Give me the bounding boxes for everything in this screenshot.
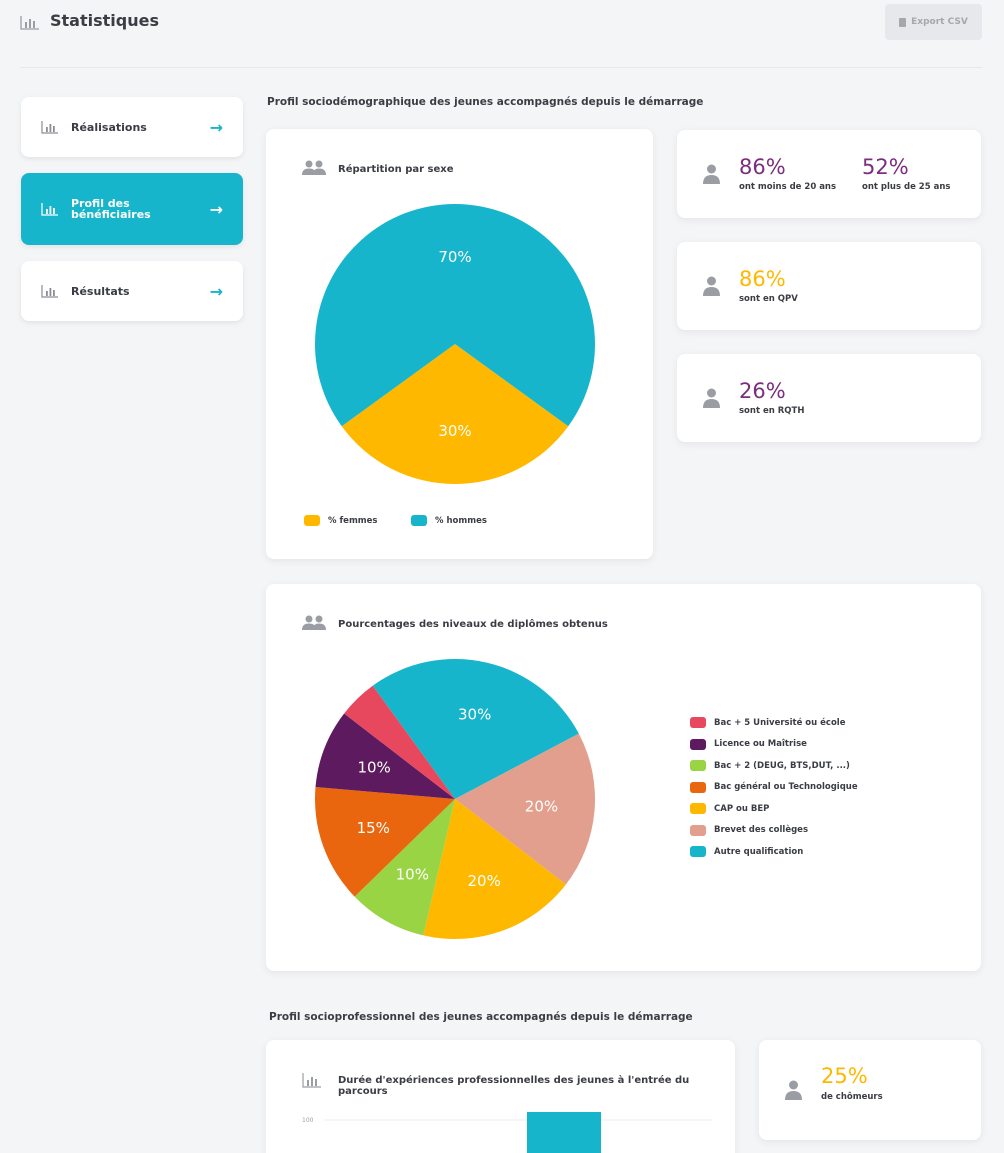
stat-label-rqth: sont en RQTH [739, 406, 805, 416]
pie-label-hommes: 70% [438, 248, 471, 266]
stat-label-under-20: ont moins de 20 ans [739, 182, 837, 192]
sidebar-item-profil-beneficiaires[interactable]: Profil des bénéficiaires → [21, 173, 243, 245]
bar-chart-icon [20, 16, 39, 30]
pie-slice-bac-general[interactable] [315, 787, 455, 897]
page-header: Statistiques Export CSV [20, 0, 982, 68]
legend-item: Brevet des collèges [690, 824, 809, 836]
pie-slice-cap-bep[interactable] [423, 799, 566, 939]
legend-swatch [690, 760, 706, 771]
legend-swatch [690, 738, 706, 750]
legend-swatch [304, 515, 320, 526]
pie-slice-bac-plus-2[interactable] [354, 799, 455, 936]
stat-value-over-25: 52% [862, 155, 909, 179]
legend-label: Bac + 2 (DEUG, BTS,DUT, ...) [714, 760, 850, 771]
experience-chart-card: Durée d'expériences professionnelles des… [266, 1040, 735, 1153]
pie-label-bac-general: 15% [357, 819, 390, 837]
stat-card-age: 86% ont moins de 20 ans 52% ont plus de … [677, 130, 981, 218]
stat-card-qpv: 86% sont en QPV [677, 242, 981, 330]
stat-value-rqth: 26% [739, 379, 786, 403]
arrow-right-icon: → [209, 281, 223, 301]
legend-swatch [690, 846, 706, 857]
person-icon [703, 388, 720, 408]
legend-item: Autre qualification [690, 846, 803, 857]
pie-label-licence: 10% [357, 759, 390, 777]
legend-label: % femmes [328, 515, 378, 526]
stat-value-under-20: 86% [739, 155, 786, 179]
bar[interactable] [527, 1112, 601, 1153]
pie-slice-brevet[interactable] [455, 733, 595, 885]
stat-value-chomeurs: 25% [821, 1064, 868, 1088]
sidebar-item-resultats[interactable]: Résultats → [21, 261, 243, 321]
users-icon [302, 160, 326, 175]
bar-chart-icon [302, 1073, 321, 1088]
legend-item: Licence ou Maîtrise [690, 738, 807, 750]
experience-bar-chart: 100 [302, 1112, 712, 1153]
pie-label-bac-plus-2: 10% [396, 866, 429, 884]
legend-swatch [690, 781, 706, 793]
legend-item-femmes: % femmes [304, 515, 377, 526]
export-csv-label: Export CSV [911, 17, 968, 27]
legend-label: Brevet des collèges [714, 825, 809, 835]
pie-slice-autre[interactable] [372, 659, 579, 799]
export-csv-button[interactable]: Export CSV [885, 4, 982, 40]
person-icon [703, 164, 720, 184]
section-title-sociodemographique: Profil sociodémographique des jeunes acc… [267, 96, 704, 108]
legend-item: Bac + 2 (DEUG, BTS,DUT, ...) [690, 760, 850, 771]
person-icon [703, 276, 720, 296]
diploma-chart-title: Pourcentages des niveaux de diplômes obt… [338, 619, 608, 630]
stat-label-chomeurs: de chômeurs [821, 1092, 883, 1102]
diploma-pie-chart: 30% 20% 20% 10% 15% 10% [315, 659, 595, 939]
pie-label-brevet: 20% [525, 797, 558, 815]
legend-item: Bac général ou Technologique [690, 781, 858, 793]
y-tick-label: 100 [302, 1117, 314, 1124]
document-icon [899, 17, 907, 27]
arrow-right-icon: → [209, 199, 223, 219]
experience-chart-title: Durée d'expériences professionnelles des… [338, 1075, 690, 1097]
legend-swatch [690, 803, 706, 814]
legend-swatch [690, 717, 706, 728]
section-title-socioprofessionnel: Profil socioprofessionnel des jeunes acc… [269, 1011, 693, 1023]
sidebar-item-label: Résultats [71, 284, 130, 298]
legend-item: Bac + 5 Université ou école [690, 717, 845, 728]
legend-label: % hommes [435, 515, 487, 526]
pie-slice-hommes[interactable] [315, 204, 595, 427]
sidebar-item-label: Profil des bénéficiaires [71, 198, 210, 220]
legend-swatch [690, 824, 706, 836]
bar-chart-icon [41, 121, 58, 134]
stat-label-over-25: ont plus de 25 ans [862, 182, 951, 192]
sidebar-item-label: Réalisations [71, 120, 147, 134]
diploma-chart-card: Pourcentages des niveaux de diplômes obt… [266, 584, 981, 971]
legend-label: Autre qualification [714, 846, 804, 857]
stat-label-qpv: sont en QPV [739, 294, 798, 304]
pie-slice-femmes[interactable] [341, 344, 569, 485]
stat-card-chomeurs: 25% de chômeurs [759, 1040, 981, 1140]
bar-chart-icon [41, 203, 58, 216]
sidebar-item-realisations[interactable]: Réalisations → [21, 97, 243, 157]
stat-value-qpv: 86% [739, 267, 786, 291]
users-icon [302, 615, 326, 630]
legend-label: CAP ou BEP [714, 803, 770, 814]
legend-item-hommes: % hommes [411, 515, 487, 526]
pie-label-femmes: 30% [438, 422, 471, 440]
sex-pie-chart: 30% 70% [315, 204, 595, 485]
bar-chart-icon [41, 285, 58, 298]
label-line-2: bénéficiaires [71, 208, 151, 221]
label-line-1: Profil des [71, 197, 130, 210]
legend-label: Bac général ou Technologique [714, 782, 858, 792]
legend-item: CAP ou BEP [690, 803, 769, 814]
legend-swatch [411, 515, 427, 526]
pie-slice-bac-plus-5[interactable] [344, 685, 455, 799]
legend-label: Licence ou Maîtrise [714, 739, 807, 749]
stat-card-rqth: 26% sont en RQTH [677, 354, 981, 442]
pie-label-cap-bep: 20% [467, 872, 500, 890]
person-icon [785, 1080, 802, 1100]
arrow-right-icon: → [209, 117, 223, 137]
page-title: Statistiques [50, 11, 159, 30]
pie-slice-licence[interactable] [315, 713, 455, 799]
legend-label: Bac + 5 Université ou école [714, 717, 846, 728]
sex-chart-title: Répartition par sexe [338, 164, 454, 175]
pie-label-autre: 30% [458, 705, 491, 723]
sex-chart-card: Répartition par sexe 30% 70% % femmes % h… [266, 129, 653, 559]
